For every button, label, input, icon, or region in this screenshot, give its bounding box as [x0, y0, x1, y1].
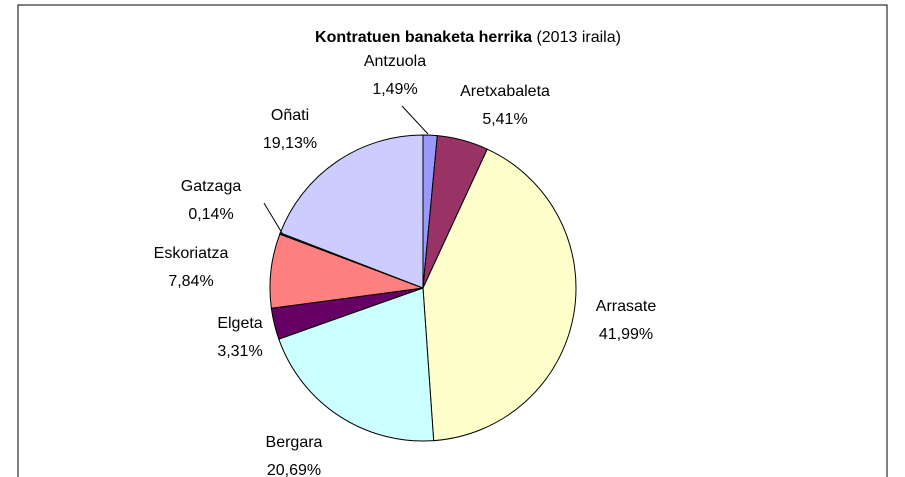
slice-value-label: 7,84% [168, 273, 213, 290]
slice-value-label: 0,14% [188, 206, 233, 223]
slice-value-label: 5,41% [482, 111, 527, 128]
chart-heading: Kontratuen banaketa herrika (2013 iraila… [315, 29, 621, 46]
leader-line [401, 105, 429, 135]
slice-name: Gatzaga [181, 178, 242, 195]
pie-slice [278, 287, 435, 442]
pie-slice [279, 134, 424, 289]
slice-name: Aretxabaleta [460, 83, 550, 100]
chart-subtitle: (2013 iraila) [536, 29, 620, 46]
slice-value-label: 20,69% [267, 462, 321, 477]
slice-name: Antzuola [364, 53, 426, 70]
labels: Antzuola 1,49% Aretxabaleta 5,41% Arrasate 41… [154, 53, 657, 477]
pie-slice [422, 148, 577, 442]
slice-value-label: 3,31% [217, 343, 262, 360]
slice-name: Arrasate [596, 298, 657, 315]
slice-value-label: 41,99% [599, 326, 653, 343]
leader-line [263, 202, 283, 234]
slice-name: Bergara [266, 434, 323, 451]
slice-name: Oñati [271, 107, 309, 124]
slice-name: Elgeta [217, 315, 262, 332]
slice-value-label: 19,13% [263, 135, 317, 152]
pie [269, 134, 577, 442]
slice-value-label: 1,49% [372, 81, 417, 98]
chart-frame [17, 4, 888, 477]
slice-name: Eskoriatza [154, 245, 229, 262]
chart-title: Kontratuen banaketa herrika [315, 29, 532, 46]
